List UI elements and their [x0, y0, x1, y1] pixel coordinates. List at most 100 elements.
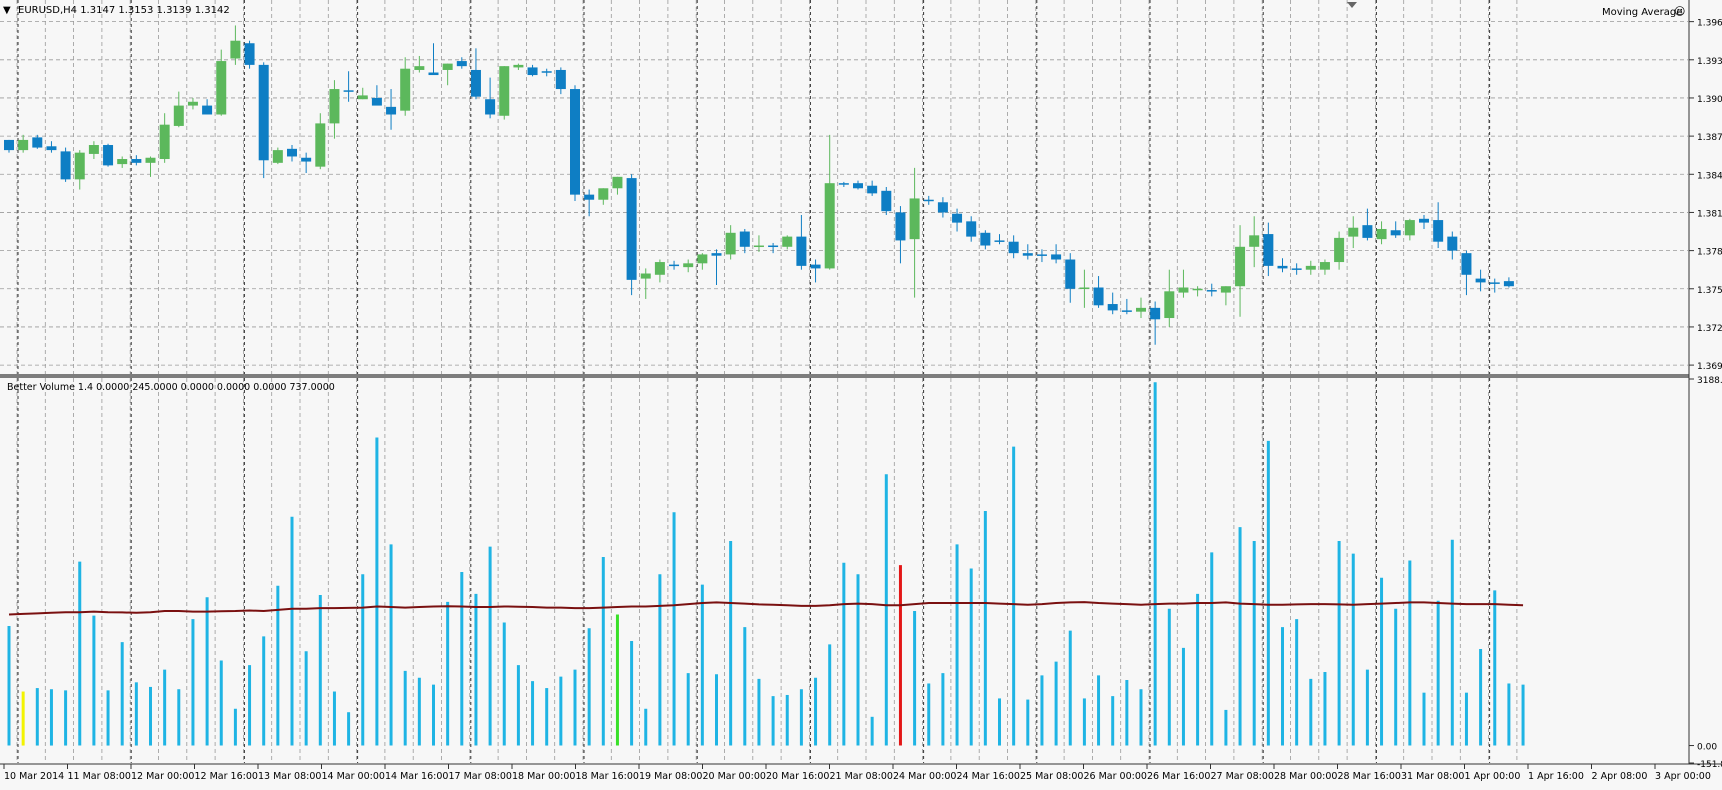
volume-tick-label: 0.00 — [1697, 743, 1717, 753]
time-tick-label: 14 Mar 00:00 — [322, 771, 385, 782]
candle-body — [301, 157, 312, 162]
time-tick-label: 24 Mar 16:00 — [957, 771, 1020, 782]
candle-body — [485, 99, 496, 115]
time-tick-label: 10 Mar 2014 — [4, 771, 64, 782]
expand-arrow-icon[interactable]: ▼ — [3, 5, 11, 16]
time-tick-label: 24 Mar 00:00 — [893, 771, 956, 782]
candle-body — [1376, 228, 1387, 240]
time-tick-label: 18 Mar 16:00 — [576, 771, 639, 782]
candle-body — [1136, 307, 1146, 312]
candle-body — [456, 61, 467, 67]
candle-body — [230, 40, 241, 59]
scroll-marker-icon[interactable] — [1347, 2, 1357, 8]
time-tick-label: 1 Apr 16:00 — [1528, 771, 1584, 782]
volume-tick-label: -151.85 — [1697, 760, 1722, 770]
candle-body — [1348, 227, 1359, 237]
candle-body — [626, 178, 637, 280]
candle-body — [386, 106, 397, 115]
candle-body — [4, 139, 14, 151]
volume-axis: 3188.8 0.00 -151.85 — [1689, 376, 1722, 770]
time-tick-label: 19 Mar 08:00 — [639, 771, 702, 782]
price-tick-label: 1.3905 — [1697, 95, 1722, 105]
candle-body — [1022, 253, 1033, 256]
time-tick-label: 12 Mar 00:00 — [131, 771, 194, 782]
candle-body — [1079, 287, 1090, 289]
candle-body — [216, 61, 227, 115]
candle-body — [768, 245, 779, 248]
price-tick-label: 1.3845 — [1697, 171, 1722, 181]
candle-body — [315, 123, 326, 167]
candle-body — [584, 194, 595, 200]
candle-body — [555, 69, 566, 90]
candle-body — [1305, 265, 1316, 270]
candle-body — [414, 66, 425, 70]
candle-body — [753, 245, 764, 248]
price-tick-label: 1.3785 — [1697, 248, 1722, 258]
time-tick-label: 18 Mar 00:00 — [512, 771, 575, 782]
candle-body — [329, 89, 340, 124]
candle-body — [824, 183, 835, 269]
candle-body — [541, 71, 552, 73]
candle-body — [1334, 237, 1345, 263]
candle-body — [1319, 262, 1330, 270]
candle-body — [131, 159, 142, 163]
candle-body — [994, 240, 1005, 242]
main-chart-title: EURUSD,H4 1.3147 1.3153 1.3139 1.3142 — [18, 5, 230, 16]
moving-average-settings-icon[interactable]: ☹ — [1674, 5, 1685, 18]
time-tick-label: 28 Mar 00:00 — [1274, 771, 1337, 782]
candlestick-series — [4, 25, 1514, 345]
candle-body — [159, 124, 170, 160]
candle-body — [60, 151, 71, 180]
candle-body — [46, 146, 57, 151]
time-tick-label: 27 Mar 08:00 — [1211, 771, 1274, 782]
time-tick-label: 2 Apr 08:00 — [1592, 771, 1648, 782]
candle-body — [272, 150, 283, 163]
candle-body — [1263, 234, 1274, 266]
candle-body — [1107, 304, 1118, 311]
candle-body — [1404, 220, 1415, 236]
candle-body — [202, 105, 213, 115]
candle-body — [1051, 254, 1062, 260]
moving-average-label: Moving Average — [1602, 7, 1682, 18]
candle-body — [1178, 287, 1189, 293]
candle-body — [1164, 291, 1175, 319]
candle-body — [187, 101, 198, 106]
candle-body — [612, 176, 623, 189]
time-tick-label: 13 Mar 08:00 — [258, 771, 321, 782]
candle-body — [513, 64, 524, 68]
time-tick-label: 28 Mar 16:00 — [1338, 771, 1401, 782]
candle-body — [117, 159, 128, 165]
candle-body — [173, 105, 184, 126]
candle-body — [88, 145, 99, 154]
candle-body — [428, 72, 439, 76]
candle-body — [1503, 281, 1514, 287]
candle-body — [1093, 287, 1104, 306]
candle-body — [244, 43, 255, 65]
candle-body — [697, 254, 708, 264]
candle-body — [669, 264, 680, 267]
candle-body — [1121, 310, 1132, 312]
candle-body — [937, 202, 948, 213]
candle-body — [145, 157, 156, 163]
candle-body — [895, 212, 906, 241]
candle-body — [810, 264, 821, 269]
candle-body — [853, 183, 863, 189]
candle-body — [1036, 254, 1047, 256]
price-tick-label: 1.3695 — [1697, 362, 1722, 372]
candle-body — [343, 90, 354, 92]
candle-body — [909, 198, 920, 240]
candle-body — [725, 232, 736, 255]
candle-body — [1419, 218, 1429, 223]
candle-body — [287, 148, 297, 157]
volume-tick-label: 3188.8 — [1697, 376, 1722, 386]
volume-average-line — [8, 601, 1524, 616]
time-tick-label: 20 Mar 00:00 — [703, 771, 766, 782]
candle-body — [371, 97, 382, 106]
candle-body — [470, 69, 481, 97]
candle-body — [640, 273, 651, 279]
candle-body — [103, 145, 114, 166]
volume-bars — [7, 382, 1525, 746]
